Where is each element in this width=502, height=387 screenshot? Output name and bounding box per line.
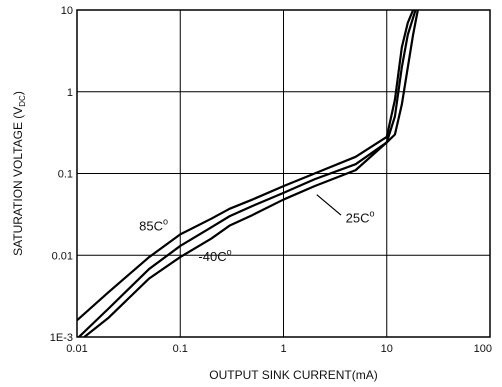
y-tick-label: 10 [61, 5, 73, 17]
annotation-degree: o [163, 217, 168, 227]
annotation-25c: 25Co [346, 209, 375, 226]
series-line-2 [77, 10, 417, 337]
y-axis-label-main: SATURATION VOLTAGE (V [11, 107, 25, 256]
y-axis-label-subscript: DC [18, 95, 27, 107]
y-axis-label: SATURATION VOLTAGE (VDC) [11, 91, 27, 256]
annotation-text: -40C [198, 249, 226, 264]
annotation-85c: 85Co [139, 217, 168, 234]
annotation-leader-line [316, 194, 342, 216]
x-tick-label: 0.01 [66, 343, 87, 355]
plot-frame [76, 9, 491, 338]
annotation-text: 25C [346, 211, 370, 226]
x-axis-ticks: 0.01 0.1 1 10 100 [66, 343, 492, 355]
x-tick-label: 100 [474, 343, 492, 355]
y-tick-label: 1 [67, 87, 73, 99]
annotation--40c: -40Co [198, 247, 231, 264]
series-annotations: 85Co 25Co-40Co [139, 194, 375, 264]
y-axis-label-suffix: ) [11, 91, 25, 95]
annotation-text: 85C [139, 219, 163, 234]
y-tick-label: 0.01 [52, 250, 73, 262]
y-tick-label: 1E-3 [50, 332, 73, 344]
x-tick-label: 10 [381, 343, 393, 355]
x-axis-label: OUTPUT SINK CURRENT(mA) [209, 368, 377, 382]
annotation-degree: o [370, 209, 375, 219]
y-tick-label: 0.1 [58, 169, 73, 181]
y-axis-ticks: 1E-3 0.01 0.1 1 10 [50, 5, 73, 344]
series-layer [77, 10, 419, 337]
annotation-degree: o [227, 247, 232, 257]
series-line-1 [77, 10, 415, 322]
x-tick-label: 0.1 [173, 343, 188, 355]
series-line-3 [82, 10, 419, 337]
x-tick-label: 1 [280, 343, 286, 355]
